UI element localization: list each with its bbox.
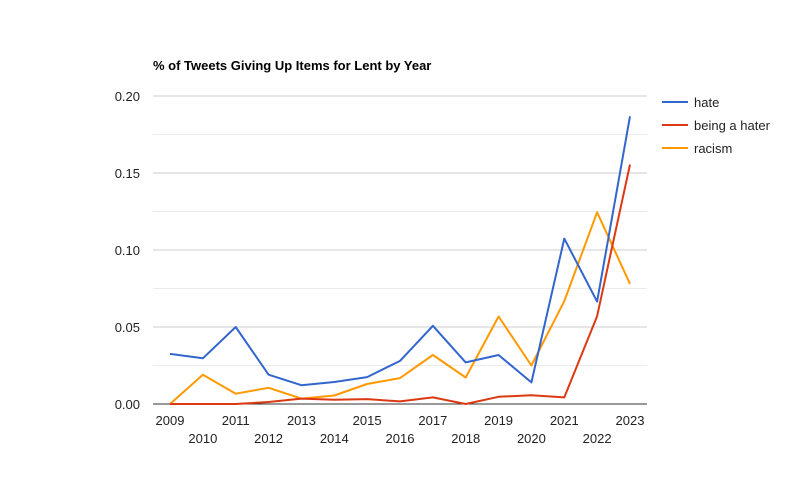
x-tick-label: 2014 — [320, 431, 349, 446]
x-tick-label: 2019 — [484, 413, 513, 428]
x-tick-label: 2011 — [222, 413, 250, 428]
legend-label: hate — [694, 95, 719, 110]
x-tick-label: 2015 — [353, 413, 382, 428]
x-tick-label: 2013 — [287, 413, 316, 428]
legend-label: being a hater — [694, 118, 771, 133]
y-tick-label: 0.15 — [115, 166, 140, 181]
series-line-hate — [169, 116, 631, 387]
x-tick-label: 2021 — [550, 413, 579, 428]
x-tick-label: 2017 — [418, 413, 447, 428]
x-tick-label: 2012 — [254, 431, 283, 446]
series-line-racism — [169, 211, 631, 405]
legend-label: racism — [694, 141, 732, 156]
y-tick-label: 0.20 — [115, 89, 140, 104]
y-axis: 0.00 0.05 0.10 0.15 0.20 — [115, 89, 140, 412]
x-tick-label: 2023 — [616, 413, 645, 428]
y-tick-label: 0.00 — [115, 397, 140, 412]
x-tick-label: 2010 — [188, 431, 217, 446]
x-tick-label: 2016 — [386, 431, 415, 446]
grid — [153, 95, 647, 405]
x-tick-label: 2009 — [156, 413, 185, 428]
chart-title: % of Tweets Giving Up Items for Lent by … — [153, 58, 431, 73]
legend: hate being a hater racism — [662, 95, 771, 156]
y-tick-label: 0.05 — [115, 320, 140, 335]
x-tick-label: 2018 — [451, 431, 480, 446]
series-lines — [169, 116, 631, 405]
y-tick-label: 0.10 — [115, 243, 140, 258]
x-tick-label: 2022 — [583, 431, 612, 446]
x-tick-label: 2020 — [517, 431, 546, 446]
series-line-being-a-hater — [170, 164, 631, 405]
